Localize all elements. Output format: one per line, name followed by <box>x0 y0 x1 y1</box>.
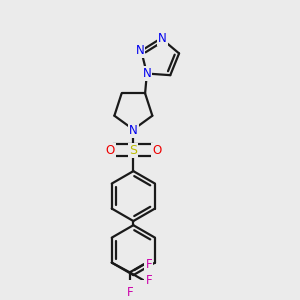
Text: N: N <box>158 32 167 45</box>
Text: O: O <box>152 144 161 157</box>
Text: O: O <box>105 144 115 157</box>
Text: F: F <box>127 286 133 299</box>
Text: N: N <box>135 44 144 57</box>
Text: F: F <box>146 258 152 271</box>
Text: F: F <box>146 274 152 287</box>
Text: N: N <box>142 67 151 80</box>
Text: N: N <box>129 124 138 137</box>
Text: S: S <box>129 144 137 157</box>
